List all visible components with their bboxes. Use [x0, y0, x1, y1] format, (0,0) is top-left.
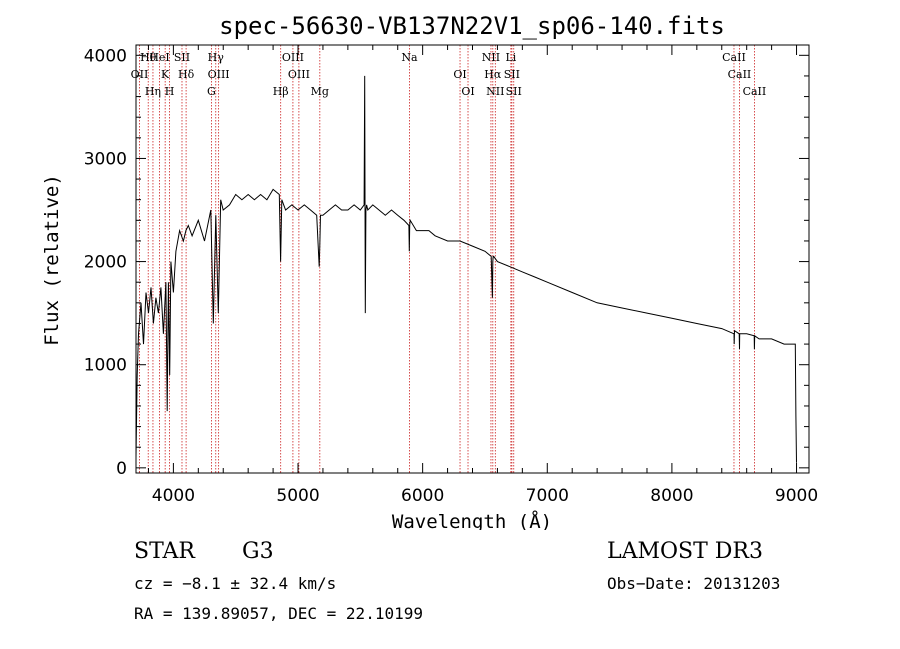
x-tick-label: 7000 [526, 486, 569, 506]
line-label: HeI [149, 51, 169, 64]
plot-frame [135, 44, 810, 474]
line-label: K [161, 68, 170, 81]
obs-date: Obs−Date: 20131203 [607, 574, 781, 593]
y-tick-label: 0 [116, 459, 127, 479]
x-tick-label: 4000 [152, 486, 195, 506]
line-label: SII [174, 51, 190, 64]
coordinates-text: RA = 139.89057, DEC = 22.10199 [134, 604, 423, 623]
line-label: Mg [311, 85, 329, 98]
y-tick-label: 2000 [84, 253, 127, 273]
survey-label: LAMOST DR3 [607, 539, 763, 564]
y-axis: 0 1000 2000 3000 4000 [84, 46, 809, 479]
x-tick-label: 5000 [276, 486, 319, 506]
spectral-line-markers [139, 45, 755, 473]
line-label: OIII [208, 68, 230, 81]
line-label: SII [506, 85, 522, 98]
x-axis-label: Wavelength (Å) [392, 510, 552, 530]
line-label: SII [504, 68, 520, 81]
line-label: Hβ [273, 85, 289, 98]
line-label: OIII [282, 51, 304, 64]
line-label: OIII [288, 68, 310, 81]
y-axis-label: Flux (relative) [41, 174, 63, 346]
y-tick-label: 4000 [84, 46, 127, 66]
chart-title: spec-56630-VB137N22V1_sp06-140.fits [219, 12, 725, 40]
x-tick-label: 9000 [775, 486, 818, 506]
line-label: OI [461, 85, 474, 98]
spectral-line-labels: HθOIIHηHeIKHSIIHδGHγOIIIHβOIIIOIIIMgNaOI… [131, 51, 767, 98]
x-tick-label: 8000 [650, 486, 693, 506]
line-label: CaII [728, 68, 752, 81]
spectrum-series-line [135, 75, 797, 463]
line-label: NII [486, 85, 504, 98]
line-label: CaII [743, 85, 767, 98]
redshift-text: cz = −8.1 ± 32.4 km/s [134, 574, 337, 593]
y-tick-label: 3000 [84, 149, 127, 169]
line-label: NII [482, 51, 500, 64]
y-tick-label: 1000 [84, 356, 127, 376]
line-label: Hα [484, 68, 502, 81]
x-axis: 4000 5000 6000 7000 8000 9000 [147, 45, 818, 506]
line-label: CaII [722, 51, 746, 64]
line-label: Na [401, 51, 418, 64]
line-label: OII [131, 68, 149, 81]
line-label: Li [505, 51, 516, 64]
line-label: G [207, 85, 216, 98]
spectrum-chart: spec-56630-VB137N22V1_sp06-140.fits Hθ OI… [41, 12, 818, 533]
line-label: Hγ [208, 51, 225, 64]
object-subclass: G3 [242, 539, 274, 564]
line-label: Hθ [140, 51, 157, 64]
line-label: Hδ [178, 68, 195, 81]
x-tick-label: 6000 [401, 486, 444, 506]
line-label: Hη [145, 85, 161, 98]
line-label: OI [453, 68, 466, 81]
object-class: STAR [134, 539, 195, 564]
line-label: H [165, 85, 175, 98]
